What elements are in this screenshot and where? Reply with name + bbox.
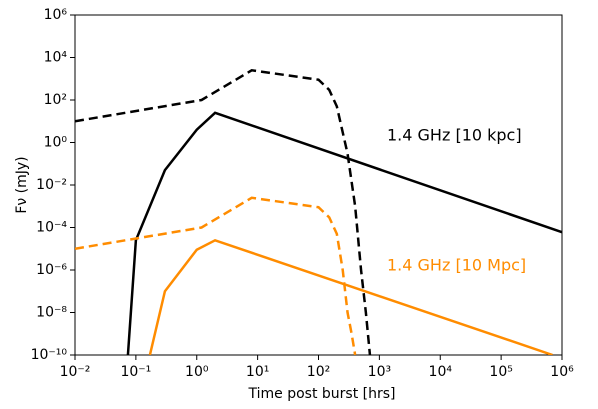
- x-tick-label: 10⁵: [489, 364, 512, 380]
- x-tick-label: 10³: [368, 364, 391, 380]
- y-tick-label: 10²: [44, 92, 67, 108]
- data-line: [75, 68, 372, 355]
- y-tick-label: 10⁻⁸: [36, 305, 67, 321]
- x-tick-label: 10⁴: [429, 364, 453, 380]
- x-tick-label: 10⁶: [550, 364, 574, 380]
- y-tick-label: 10⁻¹⁰: [31, 347, 68, 363]
- y-tick-label: 10⁻⁶: [36, 262, 67, 278]
- x-tick-label: 10¹: [246, 364, 269, 380]
- x-tick-label: 10⁻¹: [120, 364, 151, 380]
- data-line: [75, 196, 357, 355]
- y-tick-label: 10⁶: [44, 7, 68, 23]
- data-line: [148, 238, 553, 355]
- y-tick-label: 10⁻⁴: [36, 220, 67, 236]
- plot-frame: [74, 14, 563, 356]
- y-tick-label: 10⁻²: [36, 177, 67, 193]
- x-tick-label: 10²: [307, 364, 330, 380]
- annotation: 1.4 GHz [10 Mpc]: [387, 256, 526, 275]
- y-tick-label: 10⁴: [44, 50, 68, 66]
- y-axis-label: Fν (mJy): [14, 156, 30, 213]
- x-tick-label: 10⁻²: [60, 364, 91, 380]
- data-line: [126, 111, 562, 355]
- annotation: 1.4 GHz [10 kpc]: [387, 126, 522, 145]
- x-tick-label: 10⁰: [185, 364, 209, 380]
- x-axis-label: Time post burst [hrs]: [248, 386, 396, 402]
- y-tick-label: 10⁰: [44, 135, 68, 151]
